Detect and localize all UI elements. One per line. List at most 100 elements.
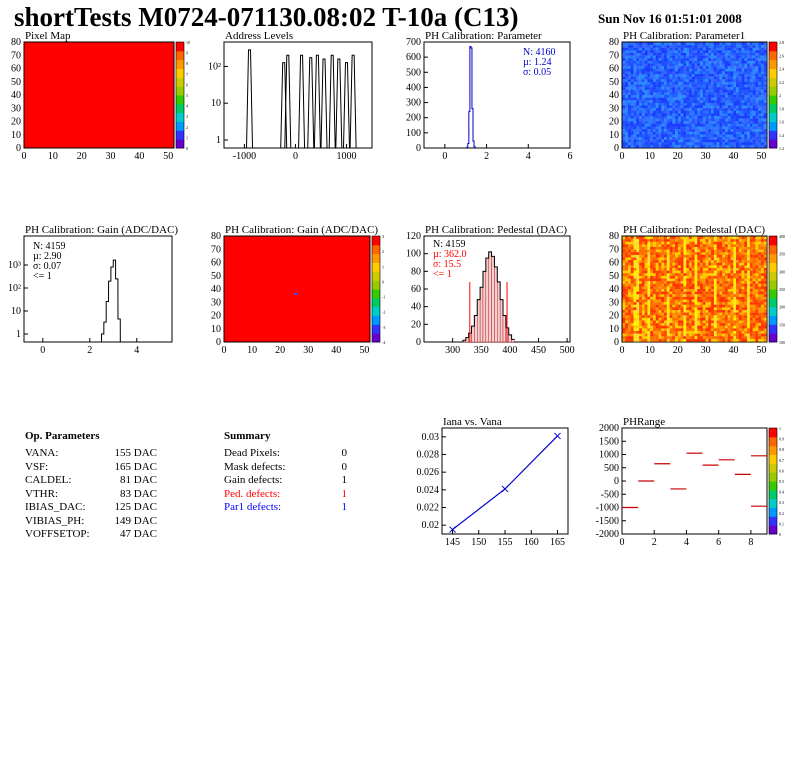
y-tick-label: 20 [609, 311, 619, 322]
z-tick-label: 0.8 [779, 447, 784, 452]
table-row-label: CALDEL: [25, 474, 72, 486]
y-tick-label: 200 [406, 113, 421, 124]
color-scale-segment [769, 516, 777, 526]
y-tick-label: 1500 [599, 436, 619, 447]
z-tick-label: -3 [382, 325, 385, 330]
x-tick-label: 10 [645, 151, 655, 162]
y-tick-label: 0 [16, 143, 21, 154]
z-tick-label: 3 [382, 234, 384, 239]
y-tick-label: 0 [416, 337, 421, 348]
color-scale [175, 41, 185, 149]
color-scale-segment [769, 428, 777, 438]
chart-title: PH Calibration: Parameter1 [623, 30, 745, 42]
color-scale-segment [769, 253, 777, 263]
x-tick-label: 165 [550, 537, 565, 548]
y-tick-label: 0 [614, 143, 619, 154]
x-tick-label: 20 [77, 151, 87, 162]
y-tick-label: 30 [211, 297, 221, 308]
y-tick-label: 40 [609, 90, 619, 101]
table-title: Op. Parameters [25, 430, 100, 442]
histogram-peak [307, 57, 315, 149]
color-scale-segment [769, 139, 777, 149]
x-tick-label: 50 [756, 345, 766, 356]
y-tick-label: 400 [406, 82, 421, 93]
y-tick-label: 10 [609, 324, 619, 335]
ph-cal-gain-hist-panel: PH Calibration: Gain (ADC/DAC) 0 2 4 1 10 10² 1… [8, 224, 178, 356]
x-tick-label: 4 [684, 537, 689, 548]
z-tick-label: 1 [382, 264, 384, 269]
data-point [554, 432, 561, 440]
color-scale-segment [769, 489, 777, 500]
ph-cal-pedestal-map-panel: PH Calibration: Pedestal (DAC)0 10 20 30 40 5… [609, 224, 785, 356]
x-tick-label: 400 [502, 345, 517, 356]
y-tick-label: 0.024 [417, 485, 440, 496]
z-tick-label: -4 [382, 340, 385, 345]
y-tick-label: 50 [609, 271, 619, 282]
color-scale-segment [769, 498, 777, 508]
z-tick-label: 250 [779, 287, 785, 292]
y-tick-label: 100 [406, 249, 421, 260]
table-row-label: IBIAS_DAC: [25, 501, 86, 513]
z-tick-label: 1.2 [779, 146, 784, 151]
y-tick-label: 60 [211, 258, 221, 269]
z-tick-label: 1.8 [779, 106, 784, 111]
y-tick-label: -1000 [596, 503, 619, 514]
histogram-peak [284, 54, 292, 149]
color-scale-segment [372, 253, 380, 263]
table-row-value: 155 DAC [114, 447, 157, 459]
color-scale-segment [176, 121, 184, 131]
x-tick-label: 50 [359, 345, 369, 356]
x-tick-label: 350 [474, 345, 489, 356]
x-tick-label: 150 [471, 537, 486, 548]
y-tick-label: 0.028 [417, 450, 440, 461]
x-tick-label: 10 [48, 151, 58, 162]
z-tick-label: 2.2 [779, 80, 784, 85]
color-scale-segment [769, 121, 777, 131]
table-row-value: 47 DAC [120, 528, 157, 540]
y-tick-label: 50 [11, 77, 21, 88]
y-tick-label: 0 [416, 143, 421, 154]
y-tick-label: 30 [609, 103, 619, 114]
y-tick-label: 0 [614, 476, 619, 487]
x-tick-label: 6 [716, 537, 721, 548]
y-tick-label: 10 [211, 324, 221, 335]
z-tick-label: 2.4 [779, 67, 784, 72]
y-tick-label: 60 [609, 64, 619, 75]
color-scale-segment [176, 59, 184, 69]
table-row-label: VOFFSETOP: [25, 528, 90, 540]
color-scale-segment [769, 77, 777, 87]
ph-range-panel: PHRange 0 2 4 6 8 -2000 -1500 -1000 -500 0 500 1000 1… [596, 416, 784, 548]
table-row-label: VSF: [25, 460, 49, 473]
y-tick-label: 80 [609, 37, 619, 48]
stat-mu: µ: 362.0 [433, 249, 467, 260]
y-tick-label: 80 [211, 231, 221, 242]
color-scale-segment [769, 280, 777, 290]
x-tick-label: 40 [331, 345, 341, 356]
z-tick-label: 0.7 [779, 458, 784, 463]
x-tick-label: 50 [756, 151, 766, 162]
table-row-label: VIBIAS_PH: [25, 514, 85, 527]
color-scale-segment [176, 42, 184, 52]
color-scale-segment [769, 525, 777, 535]
y-tick-label: 120 [406, 231, 421, 242]
color-scale-segment [176, 50, 184, 61]
x-tick-label: 4 [134, 345, 139, 356]
color-scale-segment [372, 271, 380, 281]
z-tick-label: 8 [186, 61, 188, 66]
z-tick-label: 5 [186, 93, 188, 98]
x-tick-label: 0 [293, 151, 298, 162]
color-scale-segment [769, 271, 777, 281]
table-row-value: 0 [341, 447, 348, 459]
color-scale-segment [769, 306, 777, 316]
color-scale [768, 235, 778, 343]
iana-vs-vana-panel: Iana vs. Vana 145 150 155 160 165 0.02 0.022 0.0… [417, 416, 569, 548]
z-tick-label: -1 [382, 295, 385, 300]
plot-frame [23, 235, 173, 343]
data-point [449, 526, 456, 533]
color-scale-segment [176, 86, 184, 96]
y-tick-label: 1 [216, 135, 221, 146]
y-tick-label: 10 [211, 98, 221, 109]
x-tick-label: 155 [498, 537, 513, 548]
table-row-label: Par1 defects: [224, 501, 282, 513]
color-scale-segment [176, 139, 184, 149]
